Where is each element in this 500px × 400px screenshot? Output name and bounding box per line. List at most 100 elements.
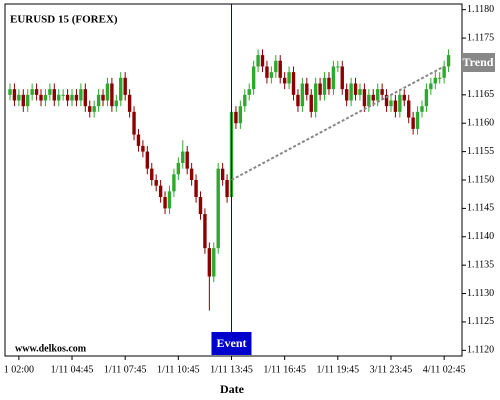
candle-body (269, 72, 274, 78)
candle-body (282, 77, 287, 84)
candle-body (380, 89, 384, 95)
candle-body (212, 248, 216, 277)
x-tick-label: 1 02:00 (4, 364, 34, 375)
y-tick-label: 1.1135 (467, 259, 494, 270)
candle-body (96, 94, 101, 107)
candle-body (313, 83, 318, 112)
candle-body (433, 77, 437, 84)
candle-body (127, 94, 132, 112)
candle-body (393, 100, 398, 112)
y-tick-label: 1.1175 (467, 32, 494, 43)
candle-body (43, 94, 48, 101)
candle-body (278, 60, 282, 78)
y-tick-label: 1.1125 (467, 316, 494, 327)
candle-body (407, 100, 411, 118)
candle-body (150, 168, 154, 180)
candle-body (65, 94, 70, 101)
candle-body (398, 94, 402, 112)
y-tick-label: 1.1155 (467, 146, 494, 157)
candle-body (79, 89, 83, 101)
candle-body (344, 89, 349, 101)
watermark: www.delkos.com (15, 343, 87, 354)
candle-body (420, 106, 424, 112)
candle-body (154, 180, 158, 186)
candle-body (362, 89, 367, 107)
candle-body (287, 72, 291, 84)
candle-body (216, 168, 220, 249)
candle-body (424, 89, 429, 107)
candle-body (136, 134, 141, 146)
candle-body (185, 151, 189, 169)
candle-body (402, 94, 406, 101)
candle-body (92, 106, 96, 112)
candle-body (34, 89, 39, 95)
candle-body (207, 248, 212, 277)
candle-body (309, 94, 313, 112)
candle-body (389, 100, 393, 107)
candle-body (327, 77, 331, 90)
candle-body (57, 94, 61, 101)
candle-body (234, 111, 238, 124)
candle-body (119, 77, 123, 101)
candle-body (61, 94, 65, 96)
candle-body (21, 94, 25, 107)
candle-body (198, 197, 203, 215)
y-tick-label: 1.1140 (467, 231, 494, 242)
candle-body (88, 106, 92, 112)
trend-label: Trend (463, 55, 494, 69)
candle-body (74, 94, 79, 101)
x-axis-label: Date (220, 382, 245, 396)
candle-body (260, 55, 265, 67)
candle-body (340, 66, 344, 90)
chart-title: EURUSD 15 (FOREX) (10, 14, 118, 26)
candle-body (300, 83, 305, 107)
candle-body (163, 197, 167, 209)
candle-body (336, 66, 340, 68)
y-tick-label: 1.1165 (467, 89, 494, 100)
trend-line (231, 65, 445, 181)
candle-body (26, 94, 30, 107)
candle-body (305, 83, 309, 95)
candle-body (429, 83, 433, 90)
candle-body (70, 94, 74, 101)
candle-body (158, 185, 163, 198)
y-tick-label: 1.1180 (467, 4, 494, 15)
x-tick-label: 3/11 23:45 (370, 364, 413, 375)
trend-box (462, 53, 495, 72)
candle-body (274, 60, 278, 73)
candle-body (167, 191, 172, 209)
candle-body (83, 89, 88, 107)
y-tick-label: 1.1150 (467, 174, 494, 185)
candle-body (358, 89, 362, 95)
candle-body (256, 55, 260, 67)
candle-body (322, 77, 327, 95)
candle-body (194, 180, 198, 198)
y-tick-label: 1.1145 (467, 203, 494, 214)
candle-body (446, 55, 451, 67)
candle-body (123, 77, 127, 95)
event-box (211, 332, 252, 355)
candle-body (371, 94, 375, 101)
candle-body (318, 83, 322, 95)
candle-body (176, 162, 181, 175)
candle-body (181, 151, 185, 163)
candle-body (265, 66, 269, 78)
candle-body (243, 94, 247, 107)
x-tick-label: 1/11 19:45 (316, 364, 359, 375)
candle-body (8, 89, 12, 95)
candle-body (415, 111, 420, 129)
candle-body (367, 94, 371, 107)
candle-body (203, 214, 207, 249)
candle-body (132, 111, 136, 135)
y-tick-label: 1.1120 (467, 345, 494, 356)
candle-body (39, 94, 43, 101)
x-tick-label: 4/11 02:45 (423, 364, 466, 375)
candle-body (145, 151, 150, 169)
candle-body (291, 72, 296, 95)
candle-body (225, 180, 229, 198)
candle-body (189, 168, 194, 180)
y-tick-label: 1.1130 (467, 288, 494, 299)
x-tick-label: 1/11 07:45 (104, 364, 147, 375)
